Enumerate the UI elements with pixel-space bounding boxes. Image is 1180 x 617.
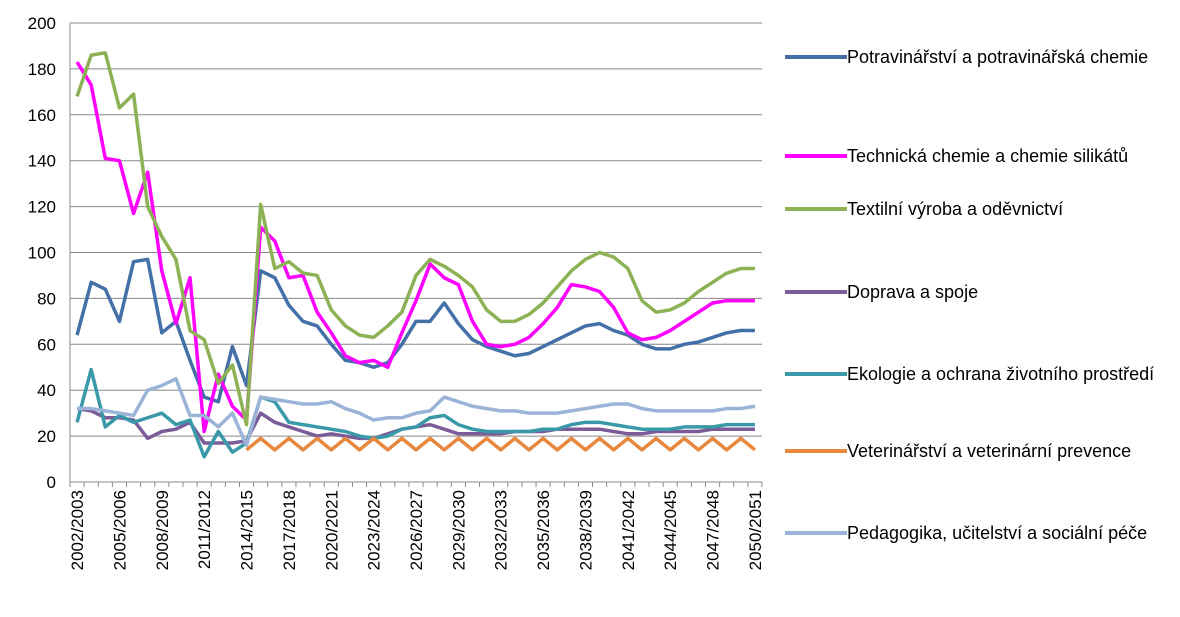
x-tick-label: 2017/2018: [280, 490, 299, 570]
y-tick-label: 40: [37, 381, 56, 400]
x-tick-label: 2035/2036: [534, 490, 553, 570]
legend-label: Veterinářství a veterinární prevence: [847, 441, 1132, 461]
legend-entry: Pedagogika, učitelství a sociální péče: [785, 517, 1170, 550]
legend-entry: Ekologie a ochrana životního prostředí: [785, 358, 1170, 391]
y-tick-label: 140: [28, 152, 56, 171]
legend-label: Textilní výroba a oděvnictví: [847, 199, 1064, 219]
x-tick-label: 2041/2042: [619, 490, 638, 570]
legend-label: Potravinářství a potravinářská chemie: [847, 47, 1149, 67]
x-tick-label: 2014/2015: [238, 490, 257, 570]
x-tick-label: 2029/2030: [449, 490, 468, 570]
x-tick-label: 2005/2006: [110, 490, 129, 570]
x-tick-label: 2047/2048: [704, 490, 723, 570]
x-tick-label: 2023/2024: [365, 490, 384, 570]
y-tick-label: 160: [28, 106, 56, 125]
y-tick-label: 100: [28, 244, 56, 263]
y-tick-label: 120: [28, 198, 56, 217]
y-tick-label: 180: [28, 60, 56, 79]
legend-entry: Potravinářství a potravinářská chemie: [785, 41, 1170, 74]
legend-label: Pedagogika, učitelství a sociální péče: [847, 523, 1148, 543]
series-line: [245, 436, 757, 452]
series-line: [75, 51, 755, 427]
x-tick-label: 2002/2003: [68, 490, 87, 570]
x-tick-label: 2008/2009: [153, 490, 172, 570]
legend-entry: Technická chemie a chemie silikátů: [785, 140, 1170, 173]
series-line: [77, 376, 756, 448]
x-tick-label: 2050/2051: [746, 490, 765, 570]
x-tick-label: 2026/2027: [407, 490, 426, 570]
y-tick-label: 80: [37, 289, 56, 308]
series-line: [75, 61, 755, 434]
x-tick-label: 2032/2033: [492, 490, 511, 570]
y-tick-label: 0: [47, 473, 56, 492]
legend-swatch: [785, 449, 847, 453]
legend-swatch: [785, 531, 847, 535]
legend-swatch: [785, 55, 847, 59]
chart: 0 20 40 60 80 100 120 140 160 180 200 2002/2003 2005…: [28, 14, 765, 570]
legend-swatch: [785, 290, 847, 294]
y-tick-label: 200: [28, 14, 56, 33]
legend-label: Technická chemie a chemie silikátů: [847, 146, 1129, 166]
legend: Potravinářství a potravinářská chemie Tec…: [785, 0, 1175, 617]
legend-swatch: [785, 207, 847, 211]
x-tick-label: 2020/2021: [322, 490, 341, 570]
series-line: [75, 367, 755, 459]
x-tick-label: 2044/2045: [661, 490, 680, 570]
legend-entry: Textilní výroba a oděvnictví: [785, 193, 1170, 226]
legend-swatch: [785, 372, 847, 376]
legend-entry: Doprava a spoje: [785, 276, 1170, 309]
legend-label: Doprava a spoje: [847, 282, 979, 302]
legend-label: Ekologie a ochrana životního prostředí: [847, 364, 1155, 384]
y-tick-label: 20: [37, 427, 56, 446]
x-tick-label: 2038/2039: [576, 490, 595, 570]
x-tick-label: 2011/2012: [195, 490, 214, 569]
y-tick-label: 60: [37, 335, 56, 354]
legend-entry: Veterinářství a veterinární prevence: [785, 435, 1170, 468]
legend-swatch: [785, 154, 847, 158]
series-line: [75, 257, 755, 404]
